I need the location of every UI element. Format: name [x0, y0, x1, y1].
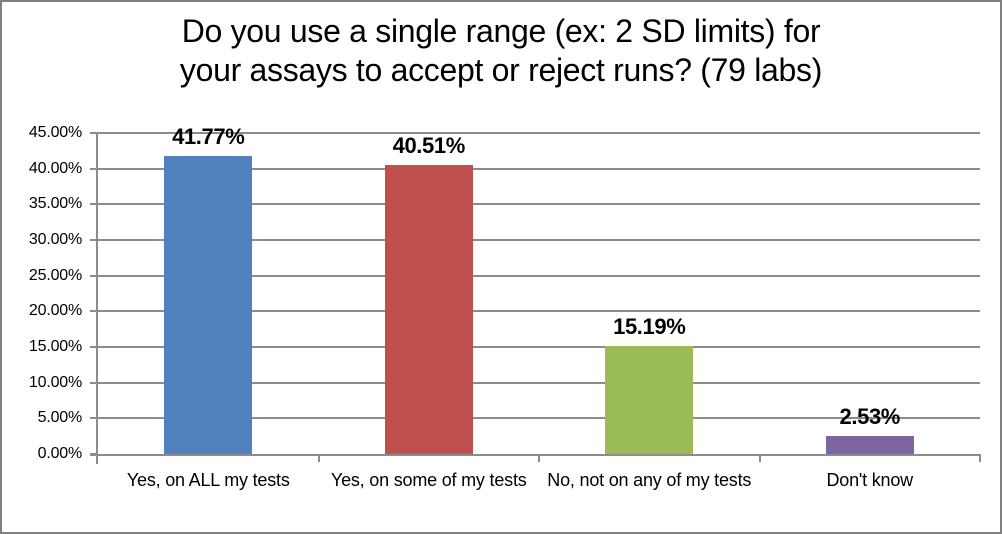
x-tick	[317, 454, 320, 462]
x-tick	[538, 454, 540, 462]
y-axis-label: 35.00%	[28, 195, 82, 213]
bar-value-label: 2.53%	[839, 403, 901, 429]
gridline	[98, 310, 980, 313]
bar-value-label: 15.19%	[613, 313, 686, 339]
x-tick	[979, 454, 981, 462]
y-tick	[90, 167, 98, 170]
y-tick	[90, 417, 98, 420]
y-axis-label: 40.00%	[28, 159, 82, 177]
y-tick	[90, 346, 98, 348]
y-tick	[90, 203, 98, 206]
y-axis-label: 30.00%	[28, 231, 82, 248]
chart-title-line-1: Do you use a single range (ex: 2 SD limi…	[181, 13, 821, 49]
y-tick	[90, 239, 98, 241]
y-axis-label: 5.00%	[37, 409, 83, 427]
y-tick	[90, 132, 98, 134]
bar-1	[164, 156, 253, 454]
bar-2	[384, 165, 473, 454]
y-axis-label: 25.00%	[28, 266, 82, 284]
y-axis-line	[96, 133, 98, 464]
gridline	[98, 239, 980, 241]
x-axis-label: Don't know	[826, 470, 914, 490]
x-tick	[758, 454, 761, 462]
gridline	[98, 417, 980, 420]
x-axis-label: No, not on any of my tests	[547, 470, 752, 490]
chart-title: Do you use a single range (ex: 2 SD limi…	[2, 12, 1000, 90]
bar-3	[605, 345, 694, 454]
y-axis-label: 20.00%	[28, 302, 82, 320]
bar-value-label: 41.77%	[172, 124, 245, 150]
x-axis-label: Yes, on ALL my tests	[126, 470, 290, 490]
x-axis-label: Yes, on some of my tests	[330, 470, 527, 490]
gridline	[98, 381, 980, 384]
y-tick	[90, 310, 98, 313]
y-tick	[90, 381, 98, 384]
bar-4	[825, 435, 914, 454]
gridline	[98, 346, 980, 348]
y-axis-label: 0.00%	[37, 445, 83, 462]
gridline	[98, 167, 980, 170]
y-axis-label: 10.00%	[28, 373, 82, 391]
y-tick	[90, 274, 98, 277]
gridline	[98, 203, 980, 206]
gridline	[98, 132, 980, 134]
chart-title-line-2: your assays to accept or reject runs? (7…	[179, 52, 823, 88]
bar-value-label: 40.51%	[392, 133, 466, 159]
y-axis-label: 45.00%	[28, 124, 82, 141]
x-axis-line	[90, 454, 980, 456]
y-axis-label: 15.00%	[28, 338, 82, 355]
gridline	[98, 274, 980, 277]
